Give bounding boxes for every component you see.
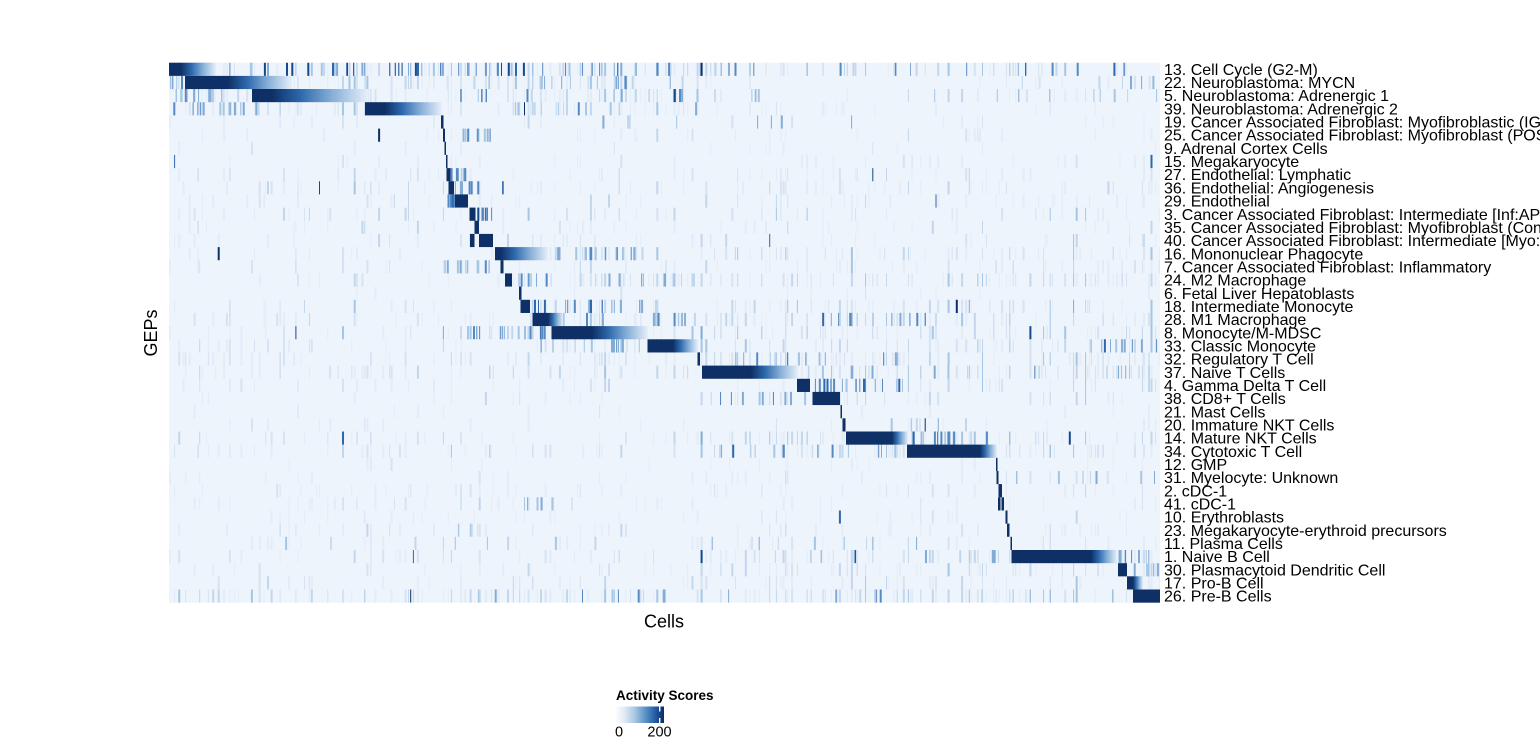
svg-text:Cells: Cells [644,612,684,632]
svg-text:22. Neuroblastoma: MYCN: 22. Neuroblastoma: MYCN [1164,75,1355,92]
svg-text:41. cDC-1: 41. cDC-1 [1164,497,1236,514]
svg-text:9. Adrenal Cortex Cells: 9. Adrenal Cortex Cells [1164,141,1328,158]
svg-text:17. Pro-B Cell: 17. Pro-B Cell [1164,576,1264,593]
svg-text:10. Erythroblasts: 10. Erythroblasts [1164,510,1284,527]
svg-text:24. M2 Macrophage: 24. M2 Macrophage [1164,273,1306,290]
svg-text:7. Cancer Associated Fibroblas: 7. Cancer Associated Fibroblast: Inflamm… [1164,259,1491,276]
svg-text:27. Endothelial: Lymphatic: 27. Endothelial: Lymphatic [1164,167,1351,184]
svg-text:30. Plasmacytoid Dendritic Cel: 30. Plasmacytoid Dendritic Cell [1164,562,1385,579]
svg-text:0: 0 [615,725,623,741]
svg-text:40. Cancer Associated Fibrobla: 40. Cancer Associated Fibroblast: Interm… [1164,233,1540,250]
svg-text:35. Cancer Associated Fibrobla: 35. Cancer Associated Fibroblast: Myofib… [1164,220,1540,237]
svg-text:20. Immature NKT Cells: 20. Immature NKT Cells [1164,418,1334,435]
svg-text:8. Monocyte/M-MDSC: 8. Monocyte/M-MDSC [1164,325,1321,342]
svg-text:13. Cell Cycle (G2-M): 13. Cell Cycle (G2-M) [1164,62,1318,79]
svg-text:Activity Scores: Activity Scores [616,688,714,703]
svg-text:39. Neuroblastoma: Adrenergic: 39. Neuroblastoma: Adrenergic 2 [1164,101,1398,118]
svg-text:15. Megakaryocyte: 15. Megakaryocyte [1164,154,1299,171]
svg-text:18. Intermediate Monocyte: 18. Intermediate Monocyte [1164,299,1354,316]
svg-text:6. Fetal Liver Hepatoblasts: 6. Fetal Liver Hepatoblasts [1164,286,1354,303]
svg-text:26. Pre-B Cells: 26. Pre-B Cells [1164,589,1272,606]
svg-text:5. Neuroblastoma: Adrenergic 1: 5. Neuroblastoma: Adrenergic 1 [1164,88,1389,105]
svg-text:32. Regulatory T Cell: 32. Regulatory T Cell [1164,352,1314,369]
svg-text:25. Cancer Associated Fibrobla: 25. Cancer Associated Fibroblast: Myofib… [1164,128,1540,145]
svg-text:200: 200 [647,725,671,741]
svg-text:31. Myelocyte: Unknown: 31. Myelocyte: Unknown [1164,470,1338,487]
svg-text:21. Mast Cells: 21. Mast Cells [1164,404,1265,421]
svg-text:2. cDC-1: 2. cDC-1 [1164,483,1227,500]
svg-text:1. Naive B Cell: 1. Naive B Cell [1164,549,1270,566]
svg-text:11. Plasma Cells: 11. Plasma Cells [1164,536,1283,553]
svg-text:38. CD8+ T Cells: 38. CD8+ T Cells [1164,391,1286,408]
svg-text:36. Endothelial: Angiogenesis: 36. Endothelial: Angiogenesis [1164,180,1374,197]
svg-text:3. Cancer Associated Fibroblas: 3. Cancer Associated Fibroblast: Interme… [1164,207,1540,224]
svg-text:29. Endothelial: 29. Endothelial [1164,194,1270,211]
svg-text:19. Cancer Associated Fibrobla: 19. Cancer Associated Fibroblast: Myofib… [1164,115,1540,132]
svg-text:28. M1 Macrophage: 28. M1 Macrophage [1164,312,1306,329]
svg-text:4. Gamma Delta T Cell: 4. Gamma Delta T Cell [1164,378,1326,395]
svg-text:33. Classic Monocyte: 33. Classic Monocyte [1164,339,1316,356]
svg-text:12. GMP: 12. GMP [1164,457,1227,474]
svg-text:GEPs: GEPs [141,309,161,356]
svg-text:14. Mature NKT Cells: 14. Mature NKT Cells [1164,431,1317,448]
svg-text:16. Mononuclear Phagocyte: 16. Mononuclear Phagocyte [1164,246,1363,263]
svg-text:37. Naive T Cells: 37. Naive T Cells [1164,365,1285,382]
svg-text:34. Cytotoxic T Cell: 34. Cytotoxic T Cell [1164,444,1302,461]
svg-text:23. Megakaryocyte-erythroid pr: 23. Megakaryocyte-erythroid precursors [1164,523,1447,540]
